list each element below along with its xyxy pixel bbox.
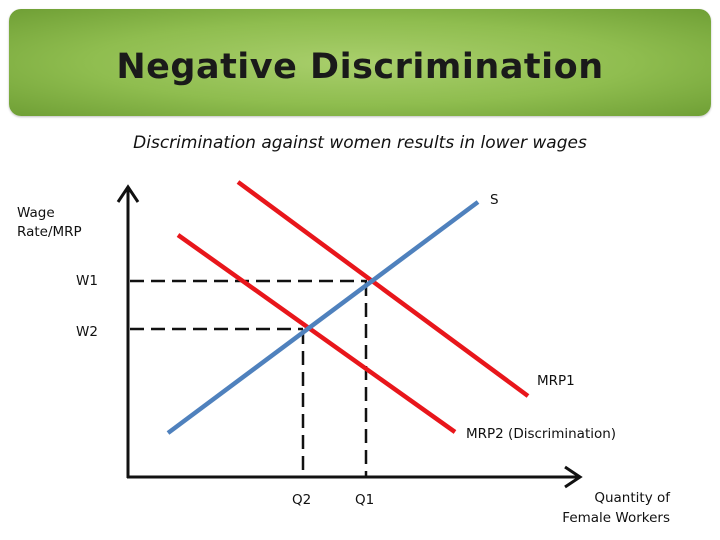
supply-curve <box>166 200 480 435</box>
title-banner: Negative Discrimination <box>9 9 711 116</box>
x-axis-label-line2: Female Workers <box>562 510 670 526</box>
x-axis-arrow <box>564 465 583 489</box>
mrp1-label: MRP1 <box>537 373 575 389</box>
y-axis-arrow <box>116 184 140 203</box>
y-axis-label-line1: Wage <box>17 205 55 221</box>
y-axis-label: Wage Rate/MRP <box>17 204 82 242</box>
x-axis-label-line1: Quantity of <box>594 490 670 506</box>
supply-label: S <box>490 192 499 208</box>
w2-label: W2 <box>76 324 98 340</box>
slide-subtitle: Discrimination against women results in … <box>133 133 587 153</box>
mrp2-label: MRP2 (Discrimination) <box>466 426 617 442</box>
q2-label: Q2 <box>292 492 312 508</box>
x-axis-label: Quantity of Female Workers <box>548 488 670 528</box>
mrp2-curve <box>176 233 457 434</box>
y-axis-label-line2: Rate/MRP <box>17 224 82 240</box>
mrp1-curve <box>236 180 530 398</box>
w1-label: W1 <box>76 273 98 289</box>
slide-title: Negative Discrimination <box>116 47 604 87</box>
q1-label: Q1 <box>355 492 375 508</box>
